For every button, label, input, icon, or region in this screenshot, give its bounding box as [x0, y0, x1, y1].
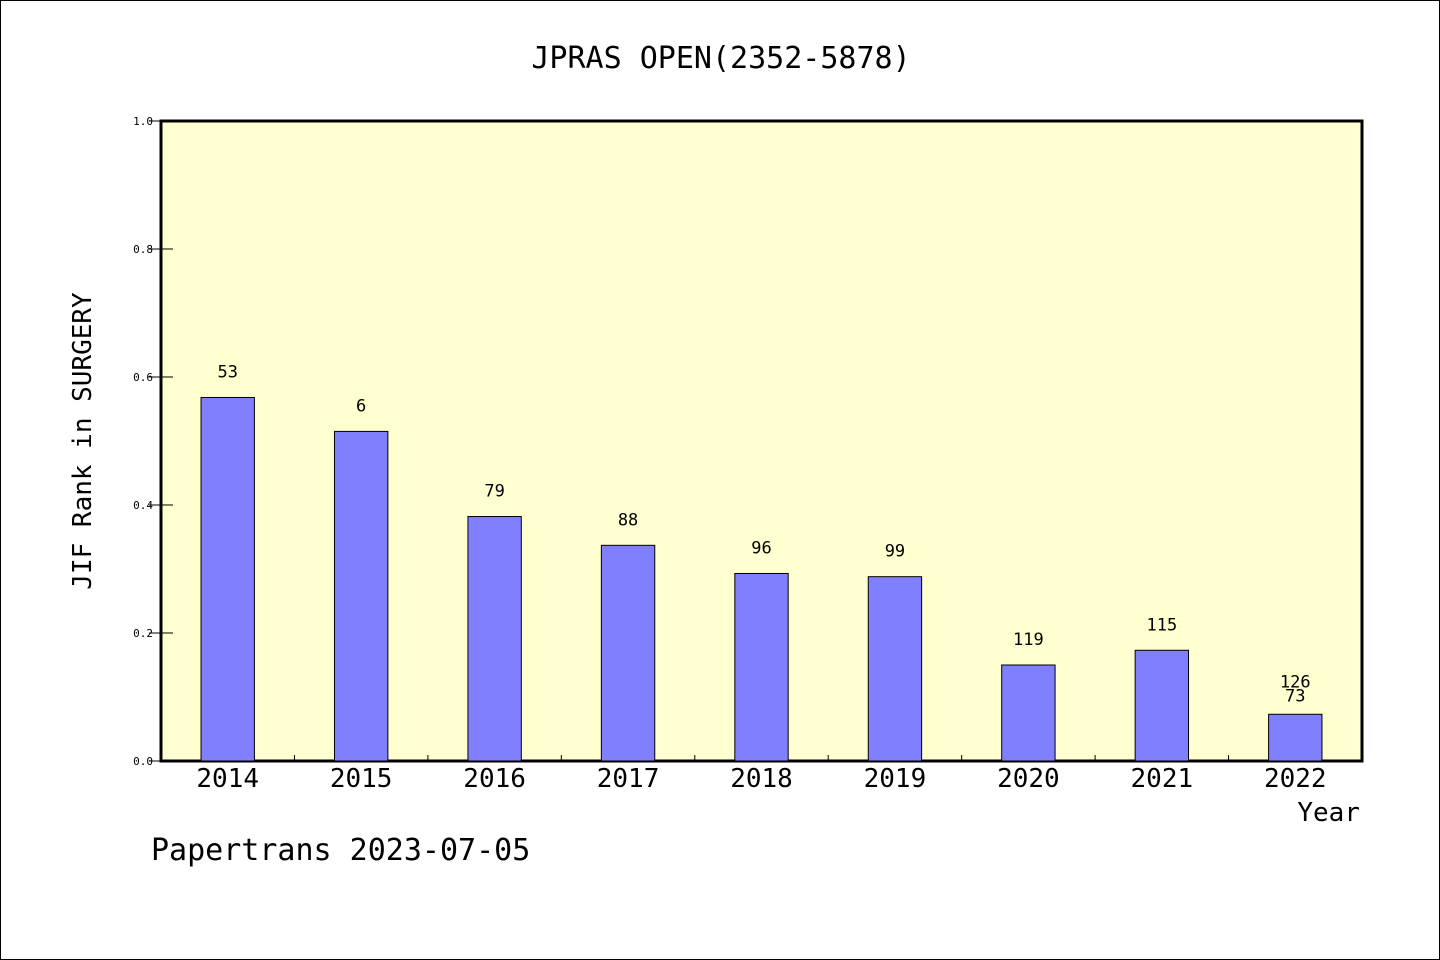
- x-tick-label-2016: 2016: [463, 764, 526, 794]
- y-tick-label: 0.2: [133, 627, 153, 640]
- y-axis: 0.0 0.2 0.4 0.6 0.8 1.0: [133, 115, 173, 768]
- data-label-2021: 115: [1146, 615, 1177, 635]
- bar-2017: [600, 544, 656, 762]
- bar-2018: [734, 572, 789, 762]
- y-tick-label: 0.8: [133, 243, 153, 256]
- data-label-2022-1: 126: [1280, 672, 1311, 692]
- x-tick-label-2020: 2020: [997, 764, 1060, 794]
- data-label-2015: 6: [356, 396, 366, 416]
- y-axis-label: JIF Rank in SURGERY: [68, 292, 98, 590]
- x-tick-label-2021: 2021: [1131, 764, 1194, 794]
- chart-title: JPRAS OPEN(2352-5878): [531, 41, 910, 76]
- x-tick-label-2019: 2019: [864, 764, 927, 794]
- data-label-2017: 88: [618, 510, 638, 530]
- x-axis: 2014 2015 2016 2017 2018 2019 2020 2021 2022: [196, 755, 1327, 794]
- y-tick-label: 0.4: [133, 499, 153, 512]
- y-tick-label: 0.6: [133, 371, 153, 384]
- y-tick-label: 0.0: [133, 755, 153, 768]
- data-label-2020: 119: [1013, 630, 1044, 650]
- bar-2015: [333, 430, 389, 762]
- x-tick-label-2014: 2014: [196, 764, 259, 794]
- y-tick-label: 1.0: [133, 115, 153, 128]
- data-label-2022-2: 73: [1285, 686, 1305, 706]
- data-label-2016: 79: [484, 482, 504, 502]
- data-label-2014: 53: [217, 362, 237, 382]
- bar-2020: [1001, 664, 1056, 762]
- bar-2022: [1268, 713, 1323, 762]
- bar-2021: [1134, 649, 1190, 762]
- x-tick-label-2015: 2015: [330, 764, 393, 794]
- bar-2016: [467, 516, 522, 762]
- x-axis-label: Year: [1297, 798, 1360, 828]
- x-tick-label-2018: 2018: [730, 764, 793, 794]
- data-label-2019: 99: [885, 542, 905, 562]
- bar-2014: [200, 396, 255, 762]
- footer-credit: Papertrans 2023-07-05: [151, 833, 531, 868]
- x-tick-label-2022: 2022: [1264, 764, 1327, 794]
- data-label-2018: 96: [751, 538, 771, 558]
- x-tick-label-2017: 2017: [597, 764, 660, 794]
- bar-2019: [867, 576, 923, 762]
